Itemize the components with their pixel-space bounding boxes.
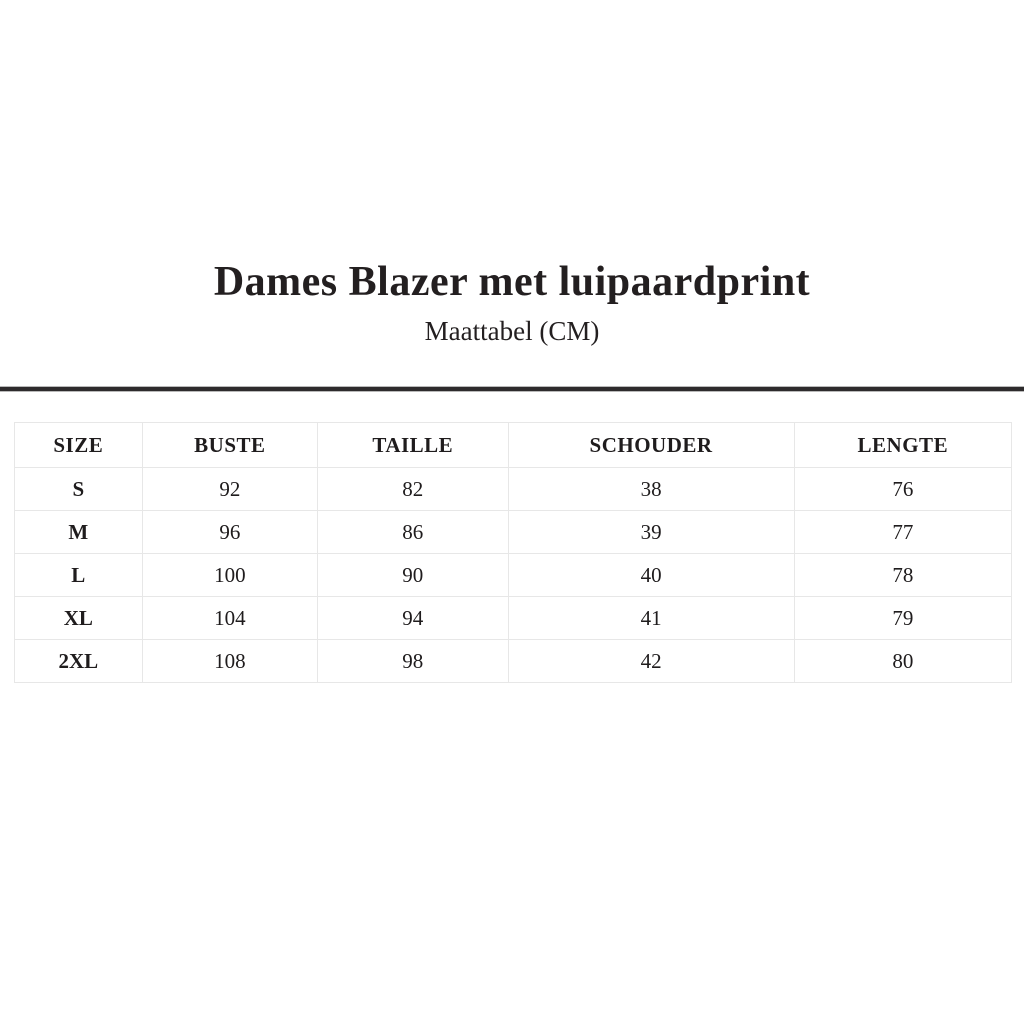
- cell-schouder: 42: [507, 639, 795, 683]
- cell-taille: 98: [317, 639, 509, 683]
- page-subtitle: Maattabel (CM): [424, 316, 600, 346]
- table-row-m: M 96 86 39 77: [14, 510, 1013, 554]
- column-header-size: SIZE: [14, 422, 143, 468]
- cell-size: S: [14, 467, 143, 511]
- cell-lengte: 76: [793, 467, 1013, 511]
- cell-taille: 90: [317, 553, 509, 597]
- horizontal-divider: [0, 386, 1024, 392]
- cell-lengte: 79: [793, 596, 1013, 640]
- column-header-taille: TAILLE: [317, 422, 509, 468]
- cell-buste: 92: [141, 467, 319, 511]
- column-header-lengte: LENGTE: [793, 422, 1013, 468]
- table-row-2xl: 2XL 108 98 42 80: [14, 639, 1013, 683]
- cell-buste: 96: [141, 510, 319, 554]
- cell-size: L: [14, 553, 143, 597]
- size-table-body: S 92 82 38 76 M 96 86 39 77 L 100 90 40 …: [14, 467, 1013, 683]
- cell-taille: 86: [317, 510, 509, 554]
- cell-lengte: 78: [793, 553, 1013, 597]
- cell-size: M: [14, 510, 143, 554]
- cell-lengte: 77: [793, 510, 1013, 554]
- table-row-s: S 92 82 38 76: [14, 467, 1013, 511]
- cell-buste: 100: [141, 553, 319, 597]
- cell-buste: 104: [141, 596, 319, 640]
- table-row-xl: XL 104 94 41 79: [14, 596, 1013, 640]
- column-header-buste: BUSTE: [141, 422, 319, 468]
- cell-buste: 108: [141, 639, 319, 683]
- cell-schouder: 40: [507, 553, 795, 597]
- table-row-l: L 100 90 40 78: [14, 553, 1013, 597]
- cell-schouder: 38: [507, 467, 795, 511]
- cell-size: 2XL: [14, 639, 143, 683]
- size-table: SIZE BUSTE TAILLE SCHOUDER LENGTE S 92 8…: [14, 422, 1013, 683]
- cell-lengte: 80: [793, 639, 1013, 683]
- cell-schouder: 39: [507, 510, 795, 554]
- cell-taille: 82: [317, 467, 509, 511]
- size-table-header: SIZE BUSTE TAILLE SCHOUDER LENGTE: [14, 422, 1013, 468]
- cell-schouder: 41: [507, 596, 795, 640]
- header-row: SIZE BUSTE TAILLE SCHOUDER LENGTE: [14, 422, 1013, 468]
- page-title: Dames Blazer met luipaardprint: [213, 259, 811, 305]
- column-header-schouder: SCHOUDER: [507, 422, 795, 468]
- cell-taille: 94: [317, 596, 509, 640]
- cell-size: XL: [14, 596, 143, 640]
